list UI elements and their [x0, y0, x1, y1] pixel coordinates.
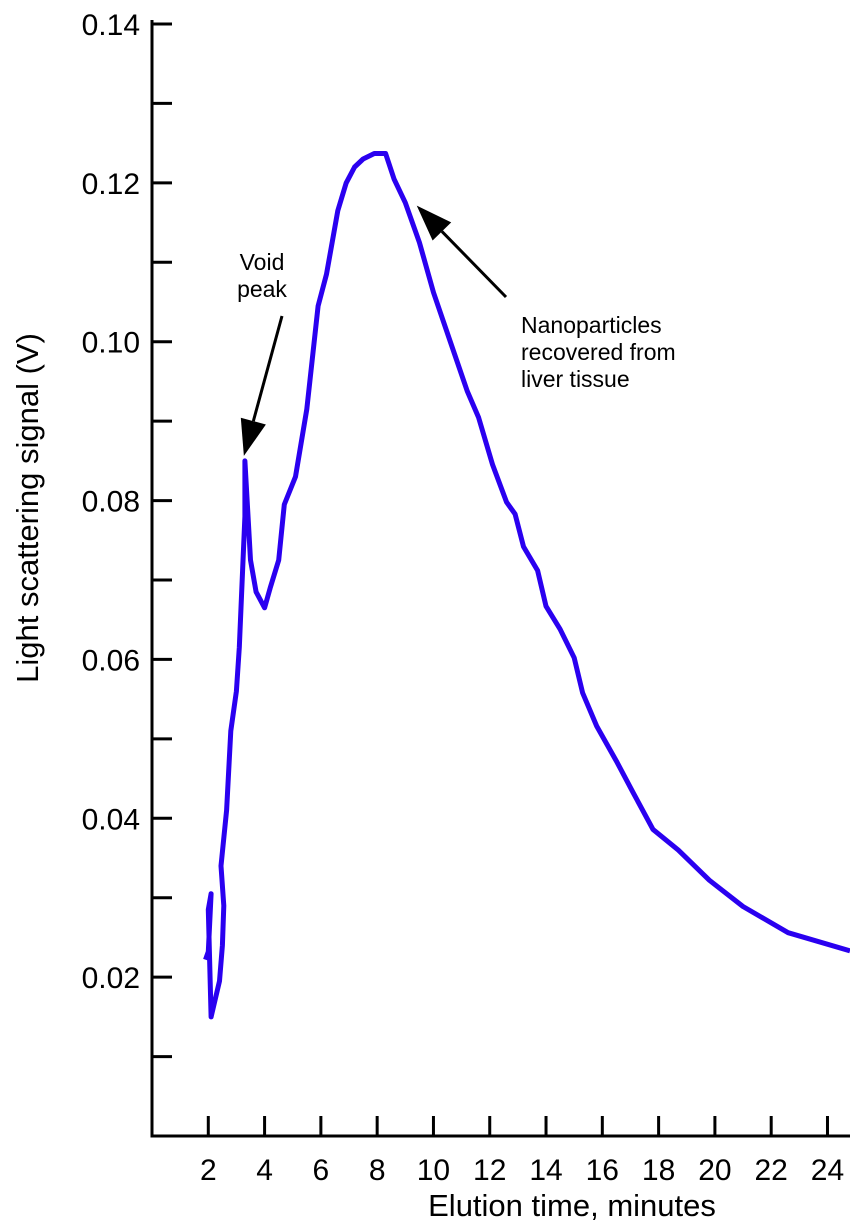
x-tick-label: 8: [369, 1154, 386, 1187]
x-tick-label: 16: [586, 1154, 619, 1187]
void-peak-arrow-shaft: [251, 315, 284, 422]
x-tick-label: 24: [811, 1154, 844, 1187]
annotation-void-peak-line: Void: [240, 249, 285, 275]
void-peak-arrow-head: [240, 417, 266, 456]
x-tick-label: 22: [755, 1154, 788, 1187]
x-tick-label: 20: [698, 1154, 731, 1187]
axes: [150, 20, 850, 1138]
x-tick-label: 6: [313, 1154, 330, 1187]
annotations: Void peak Nanoparticles recovered from liver…: [237, 205, 676, 456]
y-axis-title: Light scattering signal (V): [10, 333, 45, 683]
x-tick-label: 14: [529, 1154, 562, 1187]
y-tick-label: 0.14: [82, 9, 140, 42]
y-tick-label: 0.06: [82, 644, 140, 677]
series-line-0: [203, 151, 850, 1020]
annotation-void-peak-line: peak: [237, 276, 287, 302]
x-tick-label: 4: [256, 1154, 273, 1187]
annotation-nanoparticles-line: Nanoparticles: [521, 312, 662, 338]
y-tick-label: 0.04: [82, 803, 140, 836]
y-tick-label: 0.10: [82, 327, 140, 360]
x-tick-label: 18: [642, 1154, 675, 1187]
x-tick-label: 12: [473, 1154, 506, 1187]
y-tick-label: 0.12: [82, 168, 140, 201]
nanoparticles-arrow-head: [416, 205, 452, 241]
x-axis-title: Elution time, minutes: [428, 1188, 716, 1223]
x-tick-label: 2: [200, 1154, 217, 1187]
x-tick-label: 10: [417, 1154, 450, 1187]
y-tick-label: 0.08: [82, 486, 140, 519]
annotation-nanoparticles-line: liver tissue: [521, 366, 630, 392]
series-layer: [203, 151, 850, 1020]
annotation-nanoparticles-line: recovered from: [521, 339, 676, 365]
y-tick-label: 0.02: [82, 962, 140, 995]
nanoparticles-arrow-shaft: [440, 230, 508, 299]
ticks: 0.020.040.060.080.100.120.142 4 6 8 10 12 14 16…: [82, 9, 845, 1187]
annotation-nanoparticles: Nanoparticles recovered from liver tissue: [521, 312, 676, 392]
annotation-void-peak: Void peak: [237, 249, 287, 302]
